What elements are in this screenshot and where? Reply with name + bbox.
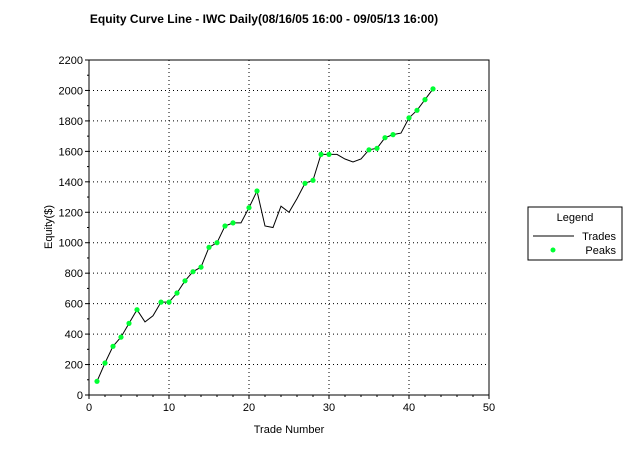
- y-tick-label: 600: [65, 299, 83, 311]
- peak-point: [302, 180, 308, 186]
- y-tick-label: 200: [65, 360, 83, 372]
- plot-area: [88, 59, 490, 396]
- peak-point: [406, 115, 412, 121]
- peak-point: [118, 334, 124, 340]
- peak-point: [366, 147, 372, 153]
- legend-trades-label: Trades: [582, 231, 616, 243]
- y-tick-label: 1200: [59, 207, 83, 219]
- peak-point: [94, 378, 100, 384]
- peak-point: [414, 107, 420, 113]
- peak-point: [222, 223, 228, 229]
- y-axis-label: Equity($): [43, 205, 55, 249]
- peak-point: [326, 151, 332, 157]
- peak-point: [214, 240, 220, 246]
- peak-point: [110, 343, 116, 349]
- y-tick-label: 1600: [59, 146, 83, 158]
- chart-title: Equity Curve Line - IWC Daily(08/16/05 1…: [90, 12, 438, 26]
- x-tick-label: 10: [163, 402, 175, 414]
- axis-ticks: 0 10 20 30 40 50 0 200 400 600 800 1000 1200 1400 1600…: [59, 55, 496, 414]
- y-tick-label: 2200: [59, 55, 83, 67]
- peak-point: [310, 177, 316, 183]
- x-axis-label: Trade Number: [254, 424, 325, 436]
- peak-point: [318, 151, 324, 157]
- peak-point: [382, 135, 388, 141]
- peak-point: [246, 205, 252, 211]
- x-tick-label: 40: [403, 402, 415, 414]
- peak-point: [174, 290, 180, 296]
- peak-point: [374, 145, 380, 151]
- x-tick-label: 50: [483, 402, 495, 414]
- y-tick-label: 800: [65, 268, 83, 280]
- peaks-series: [94, 86, 436, 384]
- peak-point: [158, 299, 164, 305]
- legend-peaks-swatch: [550, 247, 556, 253]
- x-tick-label: 0: [86, 402, 92, 414]
- legend-box: [527, 206, 623, 261]
- peak-point: [182, 278, 188, 284]
- peak-point: [206, 244, 212, 250]
- peak-point: [134, 307, 140, 313]
- legend-title: Legend: [557, 212, 594, 224]
- peak-point: [230, 220, 236, 226]
- x-tick-label: 20: [243, 402, 255, 414]
- peak-point: [390, 132, 396, 138]
- x-tick-label: 30: [323, 402, 335, 414]
- y-tick-label: 1800: [59, 116, 83, 128]
- peak-point: [430, 86, 436, 92]
- peak-point: [166, 299, 172, 305]
- peak-point: [190, 269, 196, 275]
- y-tick-label: 0: [77, 390, 83, 402]
- peak-point: [422, 97, 428, 103]
- y-tick-label: 1000: [59, 238, 83, 250]
- y-tick-label: 400: [65, 329, 83, 341]
- y-tick-label: 1400: [59, 177, 83, 189]
- peak-point: [254, 188, 260, 194]
- peak-point: [126, 320, 132, 326]
- legend-peaks-label: Peaks: [585, 245, 616, 257]
- peak-point: [198, 264, 204, 270]
- peak-point: [102, 360, 108, 366]
- y-tick-label: 2000: [59, 85, 83, 97]
- legend: Legend Trades Peaks: [527, 206, 623, 261]
